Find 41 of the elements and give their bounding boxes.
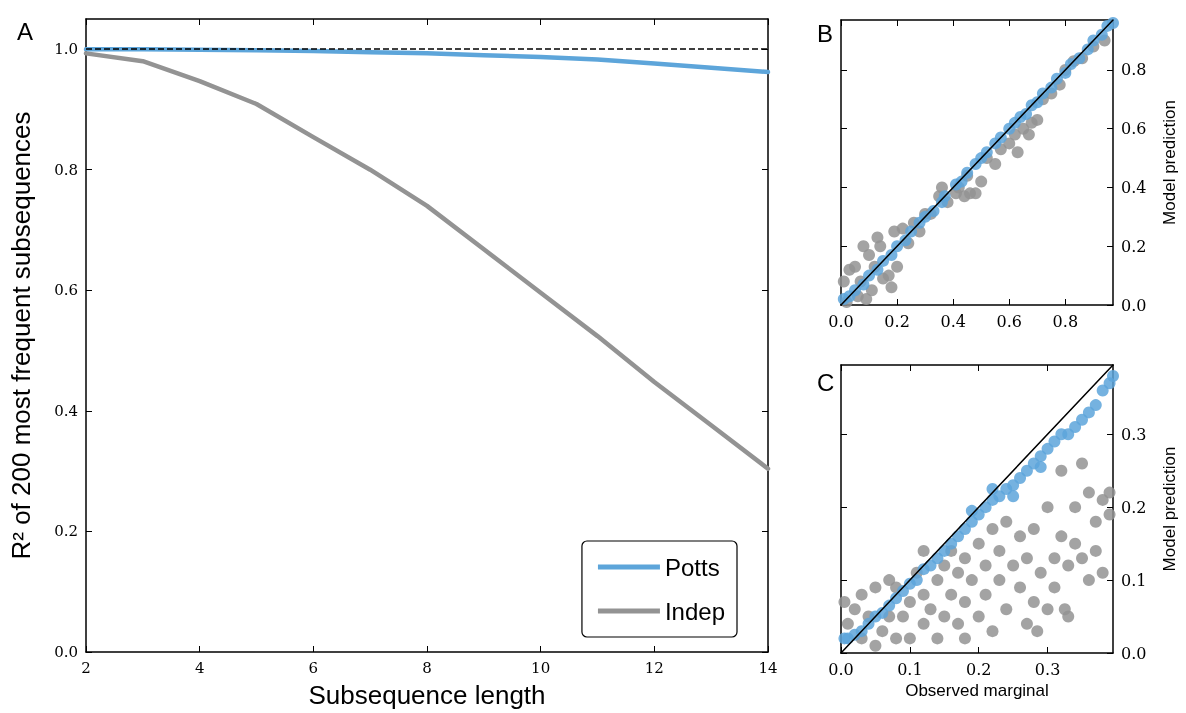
x-tick-label: 10 [531, 658, 551, 677]
x-tick-label: 0.0 [828, 659, 854, 679]
y-tick-label: 0.0 [1121, 295, 1147, 315]
y-tick-label: 0.6 [54, 281, 78, 300]
x-tick-label: 12 [644, 658, 664, 677]
chart-title: A [17, 17, 34, 45]
y-tick-label: 1.0 [54, 40, 78, 59]
x-tick-label: 14 [758, 658, 778, 677]
x-tick-label: 8 [422, 658, 432, 677]
x-axis-title: Subsequence length [308, 680, 546, 710]
x-tick-label: 2 [81, 658, 91, 677]
x-tick-label: 0.2 [965, 659, 992, 679]
y-tick-label: 0.3 [1121, 424, 1147, 444]
x-tick-label: 0.0 [828, 311, 854, 331]
y-tick-label: 0.6 [1121, 119, 1147, 139]
x-tick-label: 0.4 [940, 311, 966, 331]
legend-label: Indep [664, 597, 725, 625]
y-tick-label: 0.8 [54, 160, 78, 179]
y-tick-label: 0.0 [1121, 643, 1147, 663]
y-axis-title: Model prediction [1160, 446, 1179, 572]
chart-title: B [817, 19, 834, 47]
y-axis-title: Model prediction [1160, 100, 1179, 225]
x-axis-title: Observed marginal [905, 680, 1049, 700]
y-tick-label: 0.2 [1121, 236, 1147, 256]
x-tick-label: 4 [194, 658, 205, 677]
x-tick-label: 0.1 [897, 659, 923, 679]
y-tick-label: 0.4 [54, 401, 78, 420]
y-tick-label: 0.0 [54, 643, 78, 661]
y-tick-label: 0.2 [54, 522, 78, 541]
y-axis-title: R² of 200 most frequent subsequences [6, 111, 36, 560]
x-tick-label: 0.3 [1034, 659, 1061, 679]
y-tick-label: 0.4 [1121, 177, 1147, 197]
x-tick-label: 0.8 [1052, 311, 1079, 331]
y-tick-label: 0.2 [1121, 497, 1147, 517]
y-tick-label: 0.1 [1121, 570, 1147, 590]
x-tick-label: 0.2 [884, 311, 910, 331]
y-tick-label: 0.8 [1121, 60, 1147, 80]
chart-title: C [817, 368, 835, 396]
legend-label: Potts [664, 553, 720, 581]
x-tick-label: 6 [308, 658, 319, 677]
x-tick-label: 0.6 [996, 311, 1022, 331]
